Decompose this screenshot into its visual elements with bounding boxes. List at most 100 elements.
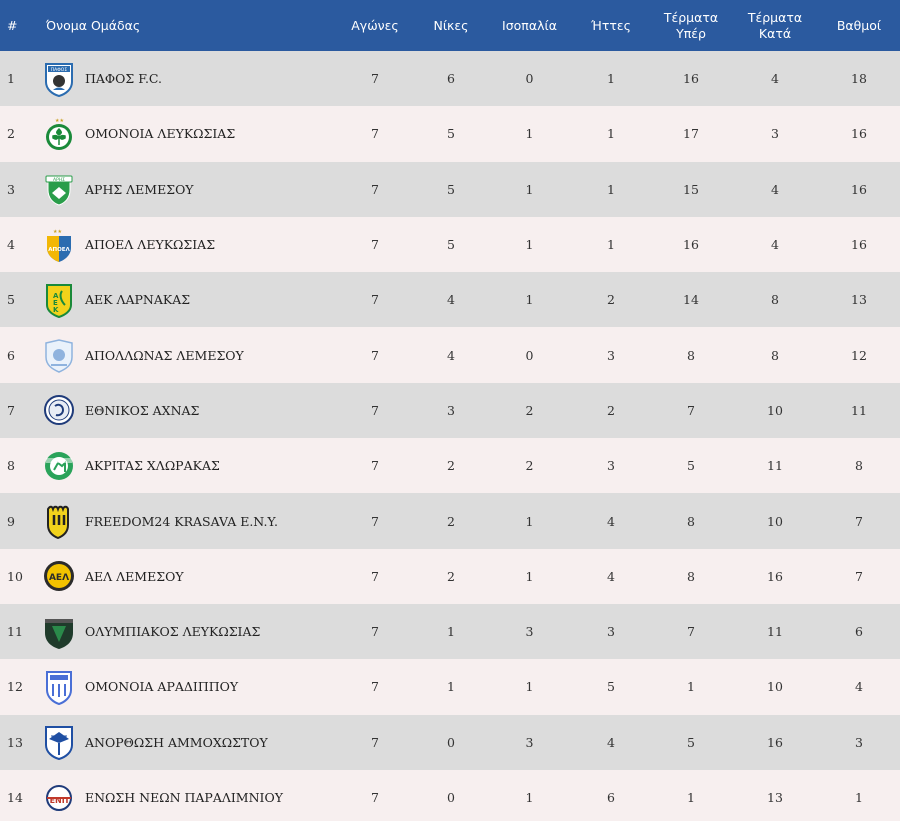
- team-name[interactable]: ΑΠΟΕΛ ΛΕΥΚΩΣΙΑΣ: [85, 237, 216, 253]
- wins-cell: 3: [447, 402, 455, 418]
- draws-cell: 1: [525, 568, 534, 584]
- header-goals-for-line1: Τέρματα: [663, 9, 719, 25]
- team-cell[interactable]: ΑΡΗΣ ΑΡΗΣ ΛΕΜΕΣΟΥ: [40, 162, 335, 217]
- header-played: Αγώνες: [351, 17, 399, 33]
- header-goals-against-line1: Τέρματα: [747, 9, 803, 25]
- team-cell[interactable]: ★★ ΑΠΟΕΛ ΑΠΟΕΛ ΛΕΥΚΩΣΙΑΣ: [40, 217, 335, 272]
- team-name[interactable]: ΕΘΝΙΚΟΣ ΑΧΝΑΣ: [85, 402, 200, 418]
- wins-cell: 1: [447, 624, 455, 640]
- rank-cell: 3: [7, 181, 15, 197]
- goals-against-cell: 10: [767, 402, 783, 418]
- played-cell: 7: [371, 624, 379, 640]
- svg-text:★★: ★★: [55, 118, 64, 124]
- wins-cell: 2: [447, 568, 455, 584]
- rank-cell: 11: [7, 624, 23, 640]
- team-name[interactable]: ΟΛΥΜΠΙΑΚΟΣ ΛΕΥΚΩΣΙΑΣ: [85, 624, 261, 640]
- team-cell[interactable]: ΑΝΟΡΘΩΣΗ ΑΜΜΟΧΩΣΤΟΥ: [40, 715, 335, 770]
- team-cell[interactable]: ΕΘΝΙΚΟΣ ΑΧΝΑΣ: [40, 383, 335, 438]
- points-cell: 16: [851, 181, 867, 197]
- header-rank: #: [7, 17, 18, 33]
- team-link[interactable]: ★★ ΟΜΟΝΟΙΑ ΛΕΥΚΩΣΙΑΣ: [42, 116, 335, 152]
- team-cell[interactable]: ΑΚΡΙΤΑΣ ΧΛΩΡΑΚΑΣ: [40, 438, 335, 493]
- team-cell[interactable]: ΠΑΦΟΣ ΠΑΦΟΣ F.C.: [40, 51, 335, 106]
- team-link[interactable]: ΑΡΗΣ ΑΡΗΣ ΛΕΜΕΣΟΥ: [42, 171, 335, 207]
- rank-cell: 12: [7, 679, 23, 695]
- team-link[interactable]: ΟΛΥΜΠΙΑΚΟΣ ΛΕΥΚΩΣΙΑΣ: [42, 614, 335, 650]
- team-link[interactable]: ΑΚΡΙΤΑΣ ΧΛΩΡΑΚΑΣ: [42, 448, 335, 484]
- table-row: 11 ΟΛΥΜΠΙΑΚΟΣ ΛΕΥΚΩΣΙΑΣ 7 1 3 3 7 11 6: [0, 603, 900, 660]
- team-cell[interactable]: FREEDOM24 KRASAVA E.N.Y.: [40, 493, 335, 548]
- team-link[interactable]: AEΛ ΑΕΛ ΛΕΜΕΣΟΥ: [42, 558, 335, 594]
- goals-for-cell: 14: [683, 292, 699, 308]
- rank-cell: 5: [7, 292, 15, 308]
- team-cell[interactable]: ΑΠΟΛΛΩΝΑΣ ΛΕΜΕΣΟΥ: [40, 327, 335, 382]
- rank-cell: 4: [7, 237, 15, 253]
- table-row: 7 ΕΘΝΙΚΟΣ ΑΧΝΑΣ 7 3 2 2 7 10 11: [0, 382, 900, 439]
- points-cell: 3: [855, 734, 863, 750]
- team-link[interactable]: ΑΠΟΛΛΩΝΑΣ ΛΕΜΕΣΟΥ: [42, 337, 335, 373]
- points-cell: 7: [855, 513, 863, 529]
- table-row: 10 AEΛ ΑΕΛ ΛΕΜΕΣΟΥ 7 2 1 4 8 16 7: [0, 548, 900, 604]
- team-name[interactable]: ΠΑΦΟΣ F.C.: [85, 71, 163, 87]
- rank-cell: 1: [7, 71, 15, 87]
- team-link[interactable]: ★★ ΑΠΟΕΛ ΑΠΟΕΛ ΛΕΥΚΩΣΙΑΣ: [42, 227, 335, 263]
- team-link[interactable]: ΕΘΝΙΚΟΣ ΑΧΝΑΣ: [42, 392, 335, 428]
- rank-cell: 6: [7, 347, 15, 363]
- losses-cell: 3: [607, 347, 615, 363]
- ael-logo-icon: AEΛ: [42, 558, 76, 594]
- draws-cell: 0: [525, 71, 534, 87]
- team-name[interactable]: ΑΕΚ ΛΑΡΝΑΚΑΣ: [85, 292, 191, 308]
- svg-text:Κ: Κ: [53, 306, 59, 314]
- header-points: Βαθμοί: [836, 17, 882, 33]
- team-cell[interactable]: Α Ε Κ ΑΕΚ ΛΑΡΝΑΚΑΣ: [40, 272, 335, 327]
- draws-cell: 1: [525, 513, 534, 529]
- team-name[interactable]: ΑΝΟΡΘΩΣΗ ΑΜΜΟΧΩΣΤΟΥ: [85, 734, 268, 750]
- wins-cell: 2: [447, 458, 455, 474]
- points-cell: 7: [855, 568, 863, 584]
- apollon-logo-icon: [42, 337, 76, 373]
- losses-cell: 4: [607, 568, 615, 584]
- team-cell[interactable]: ΟΜΟΝΟΙΑ ΑΡΑΔΙΠΠΟΥ: [40, 659, 335, 714]
- team-link[interactable]: ΠΑΦΟΣ ΠΑΦΟΣ F.C.: [42, 61, 335, 97]
- team-cell[interactable]: ENΠ ΕΝΩΣΗ ΝΕΩΝ ΠΑΡΑΛΙΜΝΙΟΥ: [40, 770, 335, 821]
- team-name[interactable]: ΑΡΗΣ ΛΕΜΕΣΟΥ: [85, 181, 194, 197]
- team-cell[interactable]: AEΛ ΑΕΛ ΛΕΜΕΣΟΥ: [40, 549, 335, 604]
- losses-cell: 1: [607, 181, 615, 197]
- draws-cell: 1: [525, 790, 534, 805]
- team-link[interactable]: FREEDOM24 KRASAVA E.N.Y.: [42, 503, 335, 540]
- goals-against-cell: 16: [767, 568, 783, 584]
- team-name[interactable]: ΑΚΡΙΤΑΣ ΧΛΩΡΑΚΑΣ: [85, 458, 220, 474]
- played-cell: 7: [371, 347, 379, 363]
- team-link[interactable]: ΟΜΟΝΟΙΑ ΑΡΑΔΙΠΠΟΥ: [42, 669, 335, 705]
- team-name[interactable]: FREEDOM24 KRASAVA E.N.Y.: [85, 513, 279, 529]
- team-name[interactable]: ΟΜΟΝΟΙΑ ΑΡΑΔΙΠΠΟΥ: [85, 679, 239, 695]
- draws-cell: 3: [525, 734, 534, 750]
- team-name[interactable]: ΑΕΛ ΛΕΜΕΣΟΥ: [85, 568, 184, 584]
- goals-against-cell: 4: [771, 237, 779, 253]
- team-name[interactable]: ΟΜΟΝΟΙΑ ΛΕΥΚΩΣΙΑΣ: [85, 126, 236, 142]
- points-cell: 8: [855, 458, 863, 474]
- table-row: 5 Α Ε Κ ΑΕΚ ΛΑΡΝΑΚΑΣ 7 4 1 2 14 8 13: [0, 272, 900, 328]
- team-link[interactable]: ENΠ ΕΝΩΣΗ ΝΕΩΝ ΠΑΡΑΛΙΜΝΙΟΥ: [42, 780, 335, 816]
- rank-cell: 8: [7, 458, 15, 474]
- team-name[interactable]: ΑΠΟΛΛΩΝΑΣ ΛΕΜΕΣΟΥ: [85, 347, 244, 363]
- points-cell: 1: [855, 790, 863, 805]
- svg-text:ΑΠΟΕΛ: ΑΠΟΕΛ: [48, 247, 70, 253]
- wins-cell: 6: [447, 71, 455, 87]
- goals-for-cell: 5: [687, 458, 695, 474]
- draws-cell: 0: [525, 347, 534, 363]
- team-cell[interactable]: ΟΛΥΜΠΙΑΚΟΣ ΛΕΥΚΩΣΙΑΣ: [40, 604, 335, 659]
- team-name[interactable]: ΕΝΩΣΗ ΝΕΩΝ ΠΑΡΑΛΙΜΝΙΟΥ: [85, 790, 283, 805]
- team-link[interactable]: Α Ε Κ ΑΕΚ ΛΑΡΝΑΚΑΣ: [42, 282, 335, 318]
- wins-cell: 4: [447, 347, 455, 363]
- team-cell[interactable]: ★★ ΟΜΟΝΟΙΑ ΛΕΥΚΩΣΙΑΣ: [40, 106, 335, 161]
- goals-for-cell: 5: [687, 734, 695, 750]
- team-link[interactable]: ΑΝΟΡΘΩΣΗ ΑΜΜΟΧΩΣΤΟΥ: [42, 724, 335, 761]
- draws-cell: 2: [525, 402, 534, 418]
- table-row: 4 ★★ ΑΠΟΕΛ ΑΠΟΕΛ ΛΕΥΚΩΣΙΑΣ 7 5 1 1 16 4 16: [0, 216, 900, 273]
- draws-cell: 1: [525, 679, 534, 695]
- losses-cell: 2: [607, 402, 615, 418]
- draws-cell: 1: [525, 126, 534, 142]
